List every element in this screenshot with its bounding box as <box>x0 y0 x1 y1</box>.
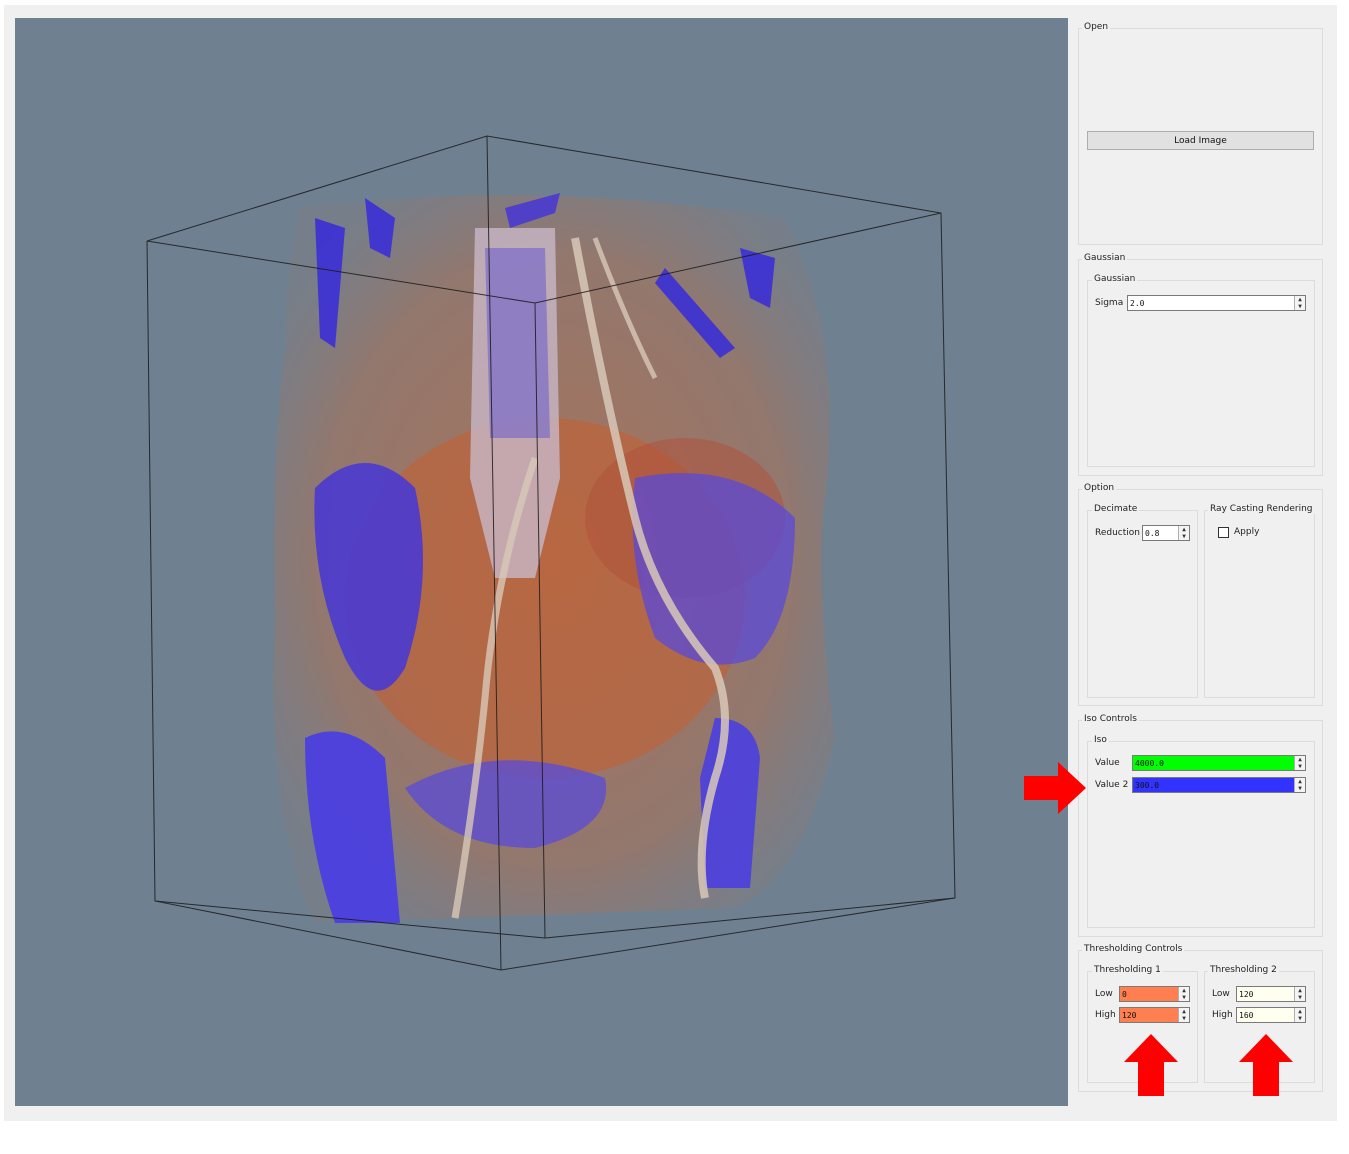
decimate-title: Decimate <box>1092 504 1140 514</box>
pubic-bone <box>405 760 607 848</box>
pelvis-right <box>632 473 795 665</box>
apply-checkbox[interactable] <box>1218 527 1229 538</box>
iso-value2-input[interactable] <box>1133 778 1294 792</box>
spin-up-icon[interactable]: ▲ <box>1298 777 1302 785</box>
spin-down-icon[interactable]: ▼ <box>1182 1014 1186 1022</box>
reduction-input[interactable] <box>1143 526 1178 540</box>
spin-up-icon[interactable]: ▲ <box>1182 986 1186 994</box>
t2-high-label: High <box>1212 1010 1233 1020</box>
t2-high-spinbox[interactable]: ▲ ▼ <box>1236 1007 1306 1023</box>
iso-value-input[interactable] <box>1133 756 1294 770</box>
iso-value-spinbox[interactable]: ▲ ▼ <box>1132 755 1306 771</box>
decimate-group <box>1087 510 1198 698</box>
reduction-spinbox[interactable]: ▲ ▼ <box>1142 525 1190 541</box>
raycast-title: Ray Casting Rendering <box>1208 504 1315 514</box>
iso-controls-group <box>1078 720 1323 937</box>
sigma-spinbox[interactable]: ▲ ▼ <box>1127 295 1306 311</box>
femur-right <box>700 718 760 888</box>
t1-high-input[interactable] <box>1120 1008 1178 1022</box>
gaussian-inner-group <box>1087 280 1315 467</box>
femur-left <box>305 731 400 923</box>
option-group-title: Option <box>1082 483 1117 493</box>
spin-up-icon[interactable]: ▲ <box>1182 525 1186 533</box>
thresholding-controls-title: Thresholding Controls <box>1082 944 1185 954</box>
spin-up-icon[interactable]: ▲ <box>1298 986 1302 994</box>
t1-low-label: Low <box>1095 989 1113 999</box>
volume-render <box>146 135 956 971</box>
spine-blue <box>485 248 550 438</box>
t2-low-input[interactable] <box>1237 987 1294 1001</box>
spin-down-icon[interactable]: ▼ <box>1298 784 1302 792</box>
t2-low-label: Low <box>1212 989 1230 999</box>
load-image-button[interactable]: Load Image <box>1087 131 1314 150</box>
thresholding-1-title: Thresholding 1 <box>1092 965 1163 975</box>
t2-low-spinbox[interactable]: ▲ ▼ <box>1236 986 1306 1002</box>
thresholding-2-title: Thresholding 2 <box>1208 965 1279 975</box>
t1-low-input[interactable] <box>1120 987 1178 1001</box>
spin-up-icon[interactable]: ▲ <box>1182 1007 1186 1015</box>
iso-controls-title: Iso Controls <box>1082 714 1139 724</box>
t1-high-label: High <box>1095 1010 1116 1020</box>
up-arrow-icon <box>1124 1034 1178 1096</box>
spin-down-icon[interactable]: ▼ <box>1298 762 1302 770</box>
spin-up-icon[interactable]: ▲ <box>1298 1007 1302 1015</box>
3d-render-viewport[interactable] <box>15 18 1068 1106</box>
spin-up-icon[interactable]: ▲ <box>1298 755 1302 763</box>
thresholding-controls-group <box>1078 950 1323 1092</box>
application-window: Open Load Image Gaussian Gaussian Sigma … <box>4 5 1337 1121</box>
iso-value-label: Value <box>1095 758 1120 768</box>
spin-down-icon[interactable]: ▼ <box>1298 1014 1302 1022</box>
iso-value2-label: Value 2 <box>1095 780 1129 790</box>
spin-down-icon[interactable]: ▼ <box>1298 993 1302 1001</box>
option-group <box>1078 489 1323 706</box>
vessel <box>592 237 658 380</box>
t1-low-spinbox[interactable]: ▲ ▼ <box>1119 986 1190 1002</box>
t1-high-spinbox[interactable]: ▲ ▼ <box>1119 1007 1190 1023</box>
up-arrow-icon <box>1239 1034 1293 1096</box>
iso-inner-group <box>1087 741 1315 928</box>
open-group <box>1078 28 1323 245</box>
vessel <box>571 237 729 899</box>
open-group-title: Open <box>1082 22 1111 32</box>
sigma-label: Sigma <box>1095 298 1124 308</box>
spin-down-icon[interactable]: ▼ <box>1298 302 1302 310</box>
spin-down-icon[interactable]: ▼ <box>1182 532 1186 540</box>
sigma-input[interactable] <box>1128 296 1294 310</box>
bounding-box <box>146 135 956 971</box>
gaussian-group-title: Gaussian <box>1082 253 1128 263</box>
t2-high-input[interactable] <box>1237 1008 1294 1022</box>
spin-down-icon[interactable]: ▼ <box>1182 993 1186 1001</box>
spin-up-icon[interactable]: ▲ <box>1298 295 1302 303</box>
gaussian-inner-title: Gaussian <box>1092 274 1138 284</box>
pelvis-left <box>314 463 423 691</box>
gaussian-group <box>1078 259 1323 476</box>
apply-label[interactable]: Apply <box>1234 527 1260 537</box>
reduction-label: Reduction <box>1095 528 1140 538</box>
raycast-group <box>1204 510 1315 698</box>
right-arrow-icon <box>1024 762 1086 814</box>
vessel <box>451 456 539 919</box>
iso-value2-spinbox[interactable]: ▲ ▼ <box>1132 777 1306 793</box>
iso-inner-title: Iso <box>1092 735 1109 745</box>
